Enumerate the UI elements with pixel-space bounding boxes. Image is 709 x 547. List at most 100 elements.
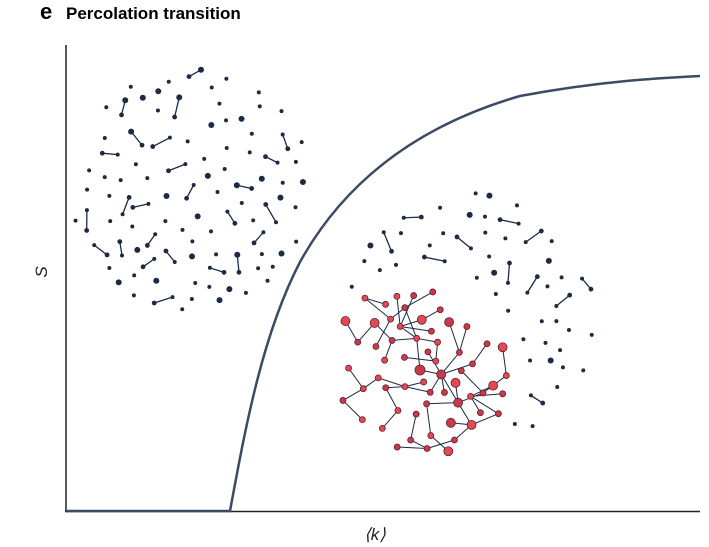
node [486,192,493,199]
giant-node [401,304,409,312]
giant-node [488,380,499,391]
edge [348,367,364,389]
node [367,242,374,249]
edge [152,137,171,148]
giant-node [340,316,351,326]
edge [456,236,472,249]
node [468,246,473,251]
node [153,277,160,284]
node [247,150,252,155]
node [234,251,241,258]
node [197,66,204,73]
giant-node [436,369,447,380]
node [256,90,261,95]
y-axis-label: S [32,266,51,278]
edge [132,203,149,208]
node [155,108,160,113]
node [506,308,511,313]
giant-node [467,392,474,400]
node [534,274,540,280]
edge [426,403,432,436]
node [274,220,279,225]
node [554,319,559,324]
giant-node [445,417,456,428]
node [567,292,573,298]
node [132,273,137,278]
node [294,239,299,244]
node [133,162,138,167]
node [115,279,122,286]
node [73,218,78,223]
node [258,175,265,182]
giant-node [495,410,502,418]
node [530,424,535,429]
title: Percolation transition [66,4,241,23]
node [482,214,487,219]
node [349,284,354,289]
node [85,187,90,192]
transition-curve [66,74,701,513]
giant-node [432,357,440,365]
edge [410,414,417,441]
node [523,240,528,245]
giant-node [412,410,420,418]
giant-node [378,424,386,432]
node [172,114,178,120]
node [186,74,192,80]
node [505,280,510,285]
node [243,290,248,295]
node [128,84,133,89]
node [170,295,175,300]
edge [153,296,173,304]
giant-node [453,397,464,408]
giant-node [414,364,426,376]
node [145,176,150,181]
node [528,358,533,363]
node [215,190,220,194]
node [163,192,170,199]
node [185,139,190,144]
node [193,281,198,286]
edge [397,446,428,449]
node [183,162,188,167]
giant-node [388,337,396,344]
edge [381,410,399,429]
node [279,109,284,114]
node [146,201,151,206]
giant-node [497,342,508,353]
node [84,228,90,233]
node [222,166,227,171]
node [249,186,255,191]
giant-node [393,443,401,451]
node [163,248,169,254]
edge [173,97,180,118]
node [144,243,150,248]
giant-node [423,400,431,408]
node [442,259,447,264]
node [516,221,521,226]
node [226,286,233,293]
node [214,252,219,257]
edge [342,400,363,421]
edge [470,395,499,415]
giant-node [413,334,421,342]
node [474,275,479,280]
edge [399,295,415,327]
node [130,204,136,210]
giant-node [394,407,402,414]
giant-node [499,390,507,398]
edge [440,374,459,403]
node [180,227,185,232]
giant-node [339,397,347,404]
giant-node [393,292,401,300]
node [538,228,544,234]
edge [396,296,401,327]
node [581,368,586,373]
node [427,243,432,248]
node [232,220,238,226]
edge [392,337,417,341]
node [172,259,177,264]
edge [448,321,460,353]
giant-node [456,349,463,356]
